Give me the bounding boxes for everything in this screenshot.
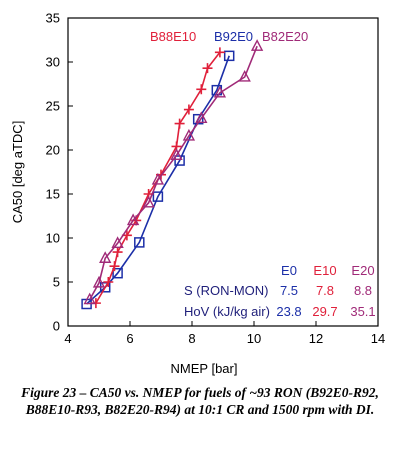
table-cell: 7.5 (280, 283, 298, 298)
y-tick-label: 30 (46, 55, 60, 70)
y-tick-label: 15 (46, 187, 60, 202)
data-point (152, 191, 164, 202)
y-tick-label: 5 (53, 275, 60, 290)
data-point (126, 213, 140, 226)
data-point (214, 47, 225, 58)
data-point (99, 251, 112, 263)
data-point (202, 63, 213, 74)
data-point (142, 195, 155, 208)
y-tick-label: 10 (46, 231, 60, 246)
x-tick-label: 4 (64, 331, 71, 346)
x-tick-label: 12 (309, 331, 323, 346)
data-point (196, 84, 207, 95)
annotation-table: E0 E10 E20 S (RON-MON) 7.5 7.8 8.8 HoV (kJ/kg a… (184, 263, 376, 319)
series-line (89, 45, 258, 300)
data-point (238, 69, 251, 82)
data-point (83, 292, 96, 305)
table-header: E0 (281, 263, 297, 278)
data-point (112, 247, 123, 258)
table-cell: 8.8 (354, 283, 372, 298)
x-tick-label: 14 (371, 331, 385, 346)
data-point (134, 237, 145, 248)
x-axis-ticks: 4 6 8 10 12 14 (64, 321, 385, 346)
data-point (103, 277, 114, 287)
data-point (223, 50, 235, 62)
data-point (170, 148, 183, 160)
table-header: E20 (351, 263, 374, 278)
data-point (112, 267, 123, 279)
data-point (250, 39, 264, 51)
x-axis-label: NMEP [bar] (171, 361, 238, 376)
series-b88e10 (90, 47, 225, 309)
data-point (182, 128, 196, 141)
table-cell: 35.1 (350, 304, 375, 319)
data-point (195, 111, 208, 124)
data-point (183, 104, 194, 115)
data-point (151, 172, 165, 185)
data-point (109, 261, 120, 272)
y-axis-ticks: 0 5 10 15 20 25 30 35 (46, 11, 73, 334)
data-point (111, 236, 124, 248)
x-tick-label: 10 (247, 331, 261, 346)
legend: B88E10 B92E0 B82E20 (150, 29, 308, 44)
x-tick-label: 6 (126, 331, 133, 346)
figure-caption: Figure 23 – CA50 vs. NMEP for fuels of ~… (21, 385, 379, 417)
data-point (174, 118, 185, 129)
data-point (92, 275, 106, 288)
x-tick-label: 8 (188, 331, 195, 346)
table-cell: 29.7 (312, 304, 337, 319)
y-axis-label: CA50 [deg aTDC] (10, 121, 25, 224)
table-cell: 7.8 (316, 283, 334, 298)
data-point (213, 85, 227, 98)
plot-frame (67, 17, 379, 327)
y-tick-label: 0 (53, 319, 60, 334)
y-tick-label: 35 (46, 11, 60, 26)
series-layer (81, 39, 264, 310)
table-row-label: HoV (kJ/kg air) (184, 304, 270, 319)
table-header: E10 (313, 263, 336, 278)
table-cell: 23.8 (276, 304, 301, 319)
chart: 4 6 8 10 12 14 0 5 10 15 20 25 30 35 NMEP [bar] CA50… (10, 11, 385, 377)
table-row-label: S (RON-MON) (184, 283, 269, 298)
y-tick-label: 20 (46, 143, 60, 158)
y-tick-label: 25 (46, 99, 60, 114)
legend-entry: B92E0 (214, 29, 253, 44)
series-b82e20 (83, 39, 264, 305)
legend-entry: B82E20 (262, 29, 308, 44)
legend-entry: B88E10 (150, 29, 196, 44)
